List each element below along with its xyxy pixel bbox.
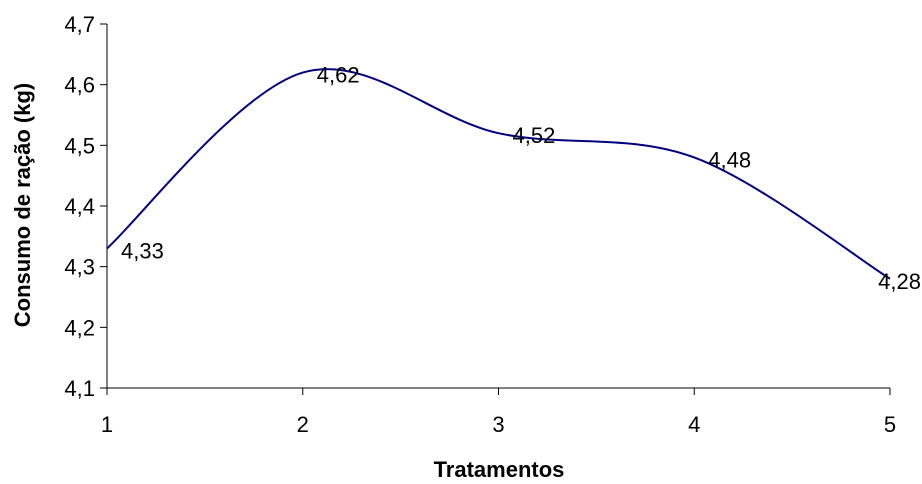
series-line <box>106 68 891 280</box>
y-tick-label: 4,5 <box>64 133 95 158</box>
x-tick-label: 5 <box>884 412 896 437</box>
x-tick-label: 2 <box>297 412 309 437</box>
y-tick-label: 4,2 <box>64 315 95 340</box>
y-tick-label: 4,1 <box>64 376 95 401</box>
data-label: 4,33 <box>121 238 164 263</box>
data-label: 4,62 <box>317 63 360 88</box>
axes <box>106 24 890 389</box>
data-label: 4,52 <box>513 123 556 148</box>
x-tick-label: 1 <box>101 412 113 437</box>
x-tick-label: 3 <box>492 412 504 437</box>
y-tick-label: 4,4 <box>64 194 95 219</box>
series-layer <box>106 68 891 280</box>
y-tick-label: 4,7 <box>64 12 95 37</box>
data-labels: 4,33 4,62 4,52 4,48 4,28 <box>121 63 921 294</box>
y-tick-label: 4,3 <box>64 255 95 280</box>
data-label: 4,28 <box>878 269 921 294</box>
data-label: 4,48 <box>708 147 751 172</box>
y-axis-ticks: 4,1 4,2 4,3 4,4 4,5 4,6 4,7 <box>64 12 107 401</box>
y-axis-title: Consumo de ração (kg) <box>10 83 35 327</box>
y-tick-label: 4,6 <box>64 73 95 98</box>
x-axis-ticks: 1 2 3 4 5 <box>101 388 896 437</box>
x-axis-title: Tratamentos <box>434 457 565 482</box>
x-tick-label: 4 <box>688 412 700 437</box>
